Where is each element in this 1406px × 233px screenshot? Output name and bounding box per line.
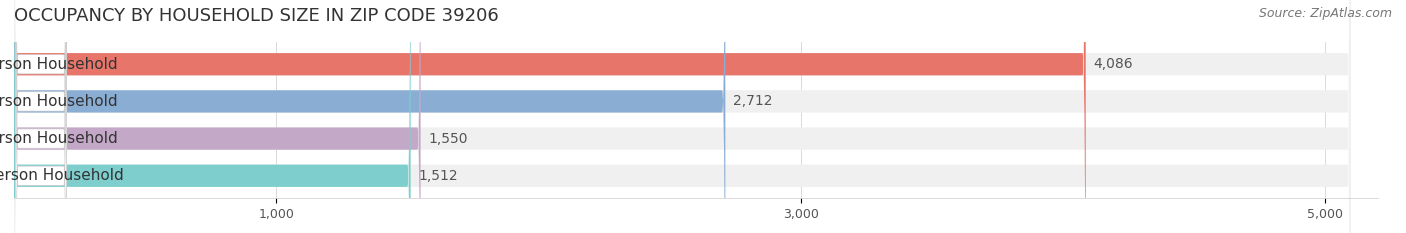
Text: Source: ZipAtlas.com: Source: ZipAtlas.com <box>1258 7 1392 20</box>
FancyBboxPatch shape <box>14 0 1351 233</box>
FancyBboxPatch shape <box>14 0 1351 233</box>
Text: 2,712: 2,712 <box>733 94 773 108</box>
FancyBboxPatch shape <box>15 0 66 233</box>
Text: 1,550: 1,550 <box>429 132 468 146</box>
FancyBboxPatch shape <box>14 0 1351 233</box>
Text: 4+ Person Household: 4+ Person Household <box>0 168 124 183</box>
Text: 1-Person Household: 1-Person Household <box>0 57 117 72</box>
Text: 3-Person Household: 3-Person Household <box>0 131 117 146</box>
FancyBboxPatch shape <box>15 0 66 233</box>
FancyBboxPatch shape <box>15 0 66 233</box>
FancyBboxPatch shape <box>14 0 1351 233</box>
Text: 4,086: 4,086 <box>1094 57 1133 71</box>
FancyBboxPatch shape <box>14 0 420 233</box>
Text: 2-Person Household: 2-Person Household <box>0 94 117 109</box>
Text: OCCUPANCY BY HOUSEHOLD SIZE IN ZIP CODE 39206: OCCUPANCY BY HOUSEHOLD SIZE IN ZIP CODE … <box>14 7 499 25</box>
FancyBboxPatch shape <box>14 0 725 233</box>
FancyBboxPatch shape <box>14 0 411 233</box>
FancyBboxPatch shape <box>15 0 66 233</box>
FancyBboxPatch shape <box>14 0 1085 233</box>
Text: 1,512: 1,512 <box>419 169 458 183</box>
